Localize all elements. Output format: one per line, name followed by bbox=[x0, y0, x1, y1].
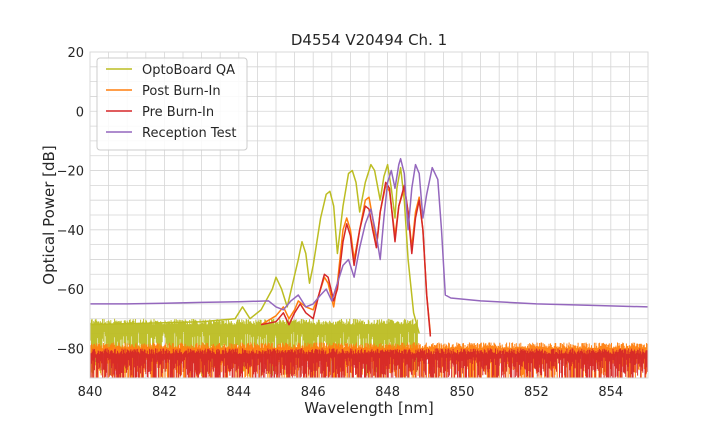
tick-labels: 840 842 844 846 848 850 852 854 20 0 −20 −40 −60 −80 bbox=[57, 46, 624, 400]
y-tick-label: −20 bbox=[57, 165, 84, 180]
plot-frame bbox=[89, 51, 649, 379]
series-line-optoboard-qa bbox=[89, 163, 420, 334]
x-tick-label: 846 bbox=[301, 385, 326, 400]
y-tick-label: −40 bbox=[57, 224, 84, 239]
chart-title: D4554 V20494 Ch. 1 bbox=[291, 31, 447, 49]
y-tick-label: 0 bbox=[76, 105, 84, 120]
x-tick-label: 844 bbox=[226, 385, 251, 400]
x-tick-label: 850 bbox=[450, 385, 475, 400]
series-reception-test bbox=[90, 157, 649, 311]
x-axis-label: Wavelength [nm] bbox=[304, 399, 434, 417]
y-tick-label: 20 bbox=[67, 46, 84, 61]
legend: OptoBoard QA Post Burn-In Pre Burn-In Recep… bbox=[96, 57, 248, 151]
x-tick-label: 842 bbox=[152, 385, 177, 400]
legend-box bbox=[96, 57, 248, 151]
x-tick-label: 852 bbox=[524, 385, 549, 400]
plot-series bbox=[89, 157, 649, 378]
y-axis-label: Optical Power [dB] bbox=[40, 145, 58, 284]
legend-label-reception-test: Reception Test bbox=[142, 126, 236, 141]
series-line-reception-test bbox=[90, 157, 649, 311]
y-tick-label: −60 bbox=[57, 283, 84, 298]
x-tick-label: 848 bbox=[375, 385, 400, 400]
legend-label-optoboard-qa: OptoBoard QA bbox=[142, 63, 235, 78]
legend-label-pre-burn-in: Pre Burn-In bbox=[142, 105, 214, 120]
x-tick-label: 854 bbox=[598, 385, 623, 400]
y-tick-label: −80 bbox=[57, 342, 84, 357]
x-tick-label: 840 bbox=[78, 385, 103, 400]
legend-label-post-burn-in: Post Burn-In bbox=[142, 84, 221, 99]
series-pre-burn-in bbox=[89, 181, 649, 378]
series-line-pre-burn-in bbox=[260, 181, 432, 337]
